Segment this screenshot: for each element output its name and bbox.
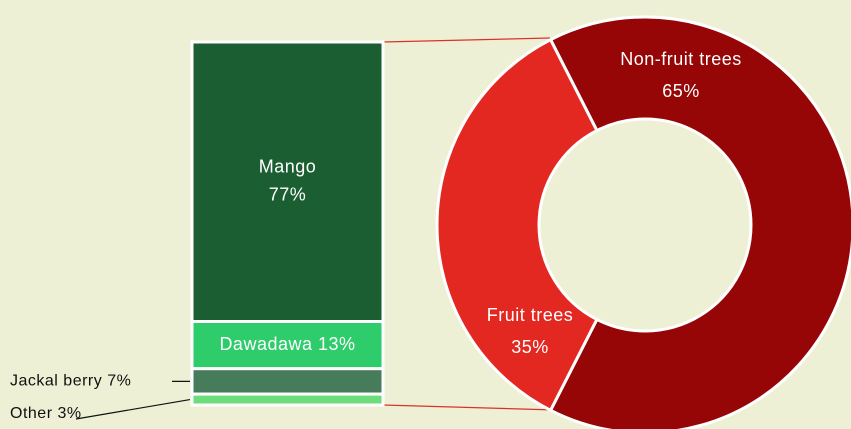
slice-value-label: 65%: [662, 81, 700, 101]
segment-label: Other 3%: [10, 405, 82, 422]
segment-label: Dawadawa 13%: [219, 334, 355, 354]
connector-line: [382, 404, 557, 411]
segment-value-label: 77%: [269, 185, 307, 205]
segment-label: Mango: [259, 157, 317, 177]
slice-label: Non-fruit trees: [620, 49, 742, 69]
segment-name: Other: [10, 405, 53, 422]
bar-segment: [190, 40, 385, 324]
segment-value-label: 7%: [107, 373, 131, 390]
slice-label: Fruit trees: [487, 305, 574, 325]
segment-name: Jackal berry: [10, 373, 102, 390]
donut-slice: [548, 15, 851, 429]
slice-value-label: 35%: [511, 337, 549, 357]
segment-value-label: 3%: [57, 405, 81, 422]
bar-segment: [190, 367, 385, 396]
segment-label: Jackal berry 7%: [10, 373, 131, 390]
segment-value-label: 13%: [318, 334, 356, 354]
donut-slice: [435, 37, 599, 413]
bar-segment: [190, 392, 385, 407]
segment-name: Dawadawa: [219, 334, 313, 354]
connector-line: [382, 37, 551, 43]
leader-line: [75, 398, 191, 420]
